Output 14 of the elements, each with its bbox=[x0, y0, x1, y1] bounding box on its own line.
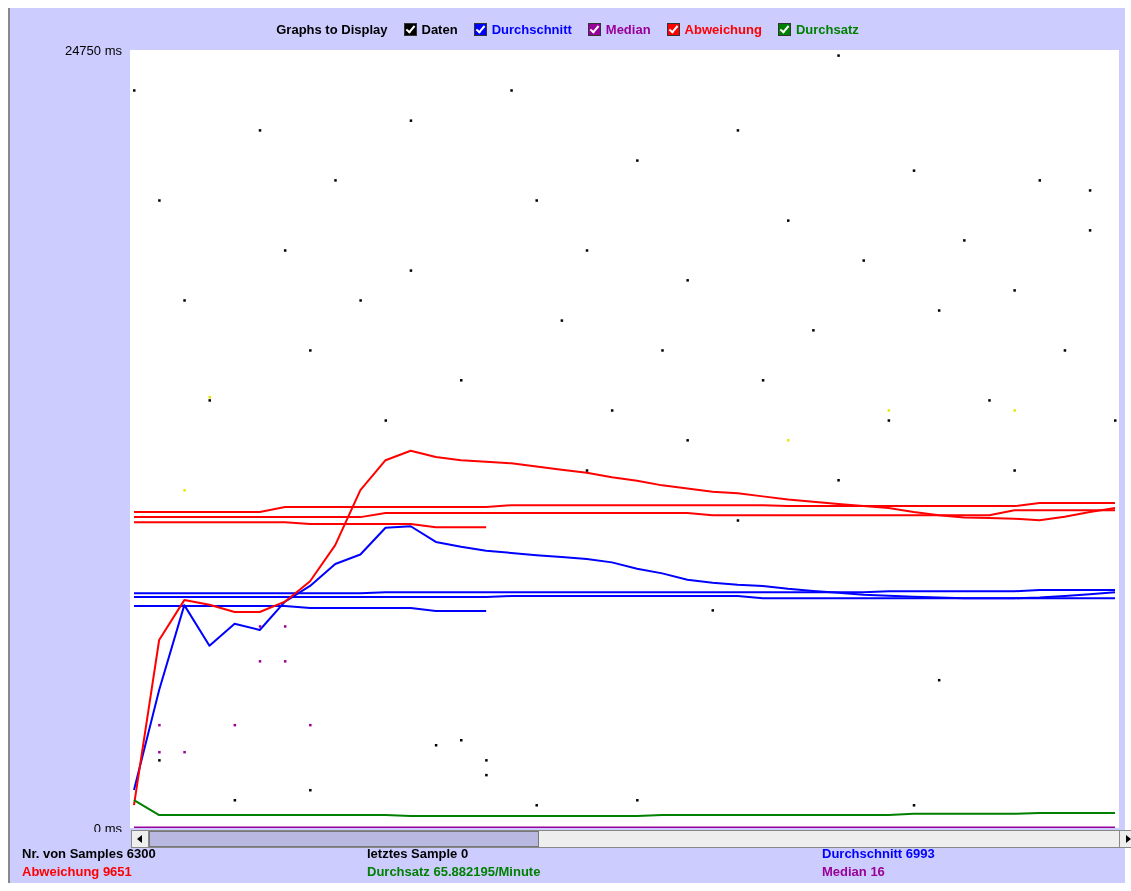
text: Median 16 bbox=[822, 864, 886, 879]
text: letztes Sample 0 bbox=[367, 846, 470, 861]
legend-label: Durchschnitt bbox=[491, 21, 572, 37]
text: Abweichung 9651 bbox=[22, 864, 133, 879]
legend-label: Durchsatz bbox=[795, 21, 859, 37]
legend-label: Abweichung bbox=[684, 21, 762, 37]
text: Durchsatz 65.882195/Minute bbox=[367, 864, 542, 879]
legend-title: Graphs to Display bbox=[276, 21, 388, 37]
legend-label: Median bbox=[605, 21, 651, 37]
text: Durchschnitt 6993 bbox=[822, 846, 936, 861]
y-tick-label: 24750 ms bbox=[64, 42, 123, 58]
text: Nr. von Samples 6300 bbox=[22, 846, 157, 861]
legend-label: Daten bbox=[421, 21, 458, 37]
y-tick-label: 0 ms bbox=[93, 820, 123, 836]
